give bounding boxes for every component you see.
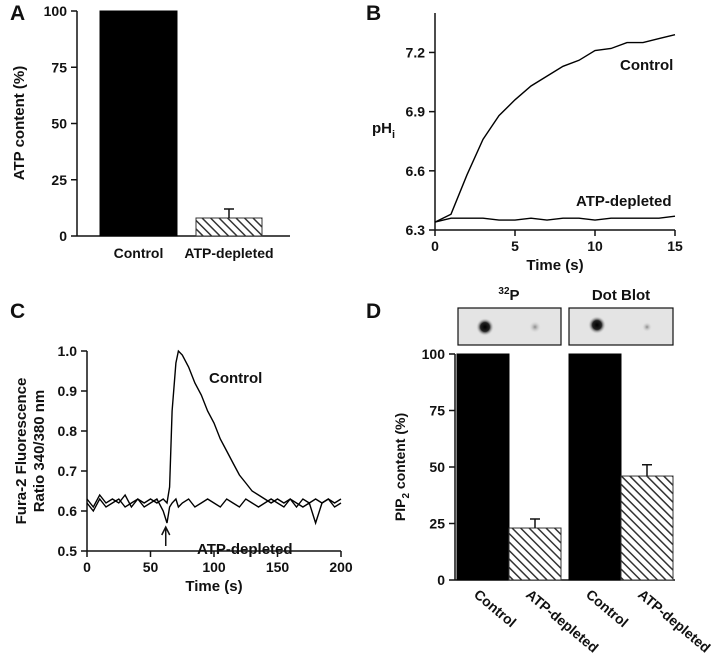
x-axis-label: Time (s) <box>526 257 583 274</box>
error-bar <box>530 518 540 529</box>
blot <box>457 307 562 346</box>
y-tick-label: 25 <box>51 172 67 188</box>
x-tick-label: 100 <box>202 559 226 575</box>
stimulus-arrow <box>161 525 171 546</box>
y-axis-label-main: pH <box>372 120 392 137</box>
x-tick-label: Control <box>114 245 164 261</box>
blot-images <box>457 307 674 346</box>
y-axis-label: PIP2 content (%) <box>392 413 412 521</box>
y-axis-label: Fura-2 FluorescenceRatio 340/380 nm <box>13 378 48 525</box>
y-tick-label: 75 <box>51 59 67 75</box>
y-tick-label: 0.7 <box>58 463 78 479</box>
x-tick-label: 10 <box>587 238 603 254</box>
y-tick-label: 0.8 <box>58 423 78 439</box>
x-tick-label: 0 <box>431 238 439 254</box>
y-tick-label: 50 <box>429 459 445 475</box>
y-tick-label: 100 <box>422 346 446 362</box>
y-axis-label-sub: 2 <box>401 493 412 499</box>
series-line <box>434 34 676 223</box>
x-tick-label: ATP-depleted <box>635 586 714 656</box>
blot-spot <box>588 316 606 334</box>
y-axis-label: ATP content (%) <box>11 66 28 180</box>
error-bar <box>224 208 234 218</box>
group-title: Dot Blot <box>592 287 650 304</box>
y-tick-label: 6.3 <box>406 222 426 238</box>
panel-letter: D <box>366 300 381 323</box>
y-tick-label: 6.6 <box>406 163 426 179</box>
blot-spot <box>642 322 652 332</box>
series-line <box>434 215 676 223</box>
bar <box>456 353 510 581</box>
y-tick-label: 0 <box>59 228 67 244</box>
y-tick-label: 6.9 <box>406 104 426 120</box>
x-tick-label: Control <box>583 586 631 630</box>
panel-letter: B <box>366 2 381 25</box>
blot <box>568 307 674 346</box>
y-axis-label-sub: i <box>392 129 395 141</box>
y-tick-label: 0.5 <box>58 543 78 559</box>
y-axis-label-line: Fura-2 Fluorescence <box>13 378 30 525</box>
y-tick-label: 0 <box>437 572 445 588</box>
group-title-text: Dot Blot <box>592 287 650 304</box>
x-tick-label: 50 <box>143 559 159 575</box>
y-tick-label: 1.0 <box>58 343 78 359</box>
bar <box>620 475 674 581</box>
series-label: ATP-depleted <box>576 193 672 210</box>
x-tick-label: Control <box>471 586 519 630</box>
x-tick-label: 15 <box>667 238 683 254</box>
panel-letter: C <box>10 300 25 323</box>
series-label: Control <box>620 57 673 74</box>
y-axis-label-rest: content (%) <box>392 413 408 493</box>
y-axis-label: pHi <box>372 120 395 141</box>
y-axis-label-main: PIP <box>392 499 408 522</box>
series-line <box>86 349 342 509</box>
y-tick-label: 75 <box>429 403 445 419</box>
y-tick-label: 0.9 <box>58 383 78 399</box>
bar <box>568 353 622 581</box>
bar <box>195 217 263 237</box>
panel-letter: A <box>10 2 25 25</box>
x-tick-label: 5 <box>511 238 519 254</box>
x-tick-label: 150 <box>266 559 290 575</box>
group-title-text: P <box>510 287 520 304</box>
y-tick-label: 7.2 <box>406 44 426 60</box>
series-label: Control <box>209 370 262 387</box>
bar <box>508 527 562 581</box>
group-title: 32P <box>498 286 519 304</box>
x-tick-label: 200 <box>329 559 353 575</box>
y-tick-label: 25 <box>429 516 445 532</box>
x-tick-label: ATP-depleted <box>184 245 273 261</box>
y-axis-label-line: Ratio 340/380 nm <box>31 390 48 513</box>
y-tick-label: 0.6 <box>58 503 78 519</box>
blot-spot <box>476 318 494 336</box>
bar <box>99 10 178 237</box>
series-label: ATP-depleted <box>197 541 293 558</box>
x-axis-label: Time (s) <box>185 578 242 595</box>
blot-spot <box>529 321 541 333</box>
series-line <box>86 497 342 526</box>
x-tick-label: 0 <box>83 559 91 575</box>
y-tick-label: 100 <box>44 3 68 19</box>
error-bar <box>642 463 652 477</box>
y-tick-label: 50 <box>51 116 67 132</box>
group-title-sup: 32 <box>498 286 510 297</box>
